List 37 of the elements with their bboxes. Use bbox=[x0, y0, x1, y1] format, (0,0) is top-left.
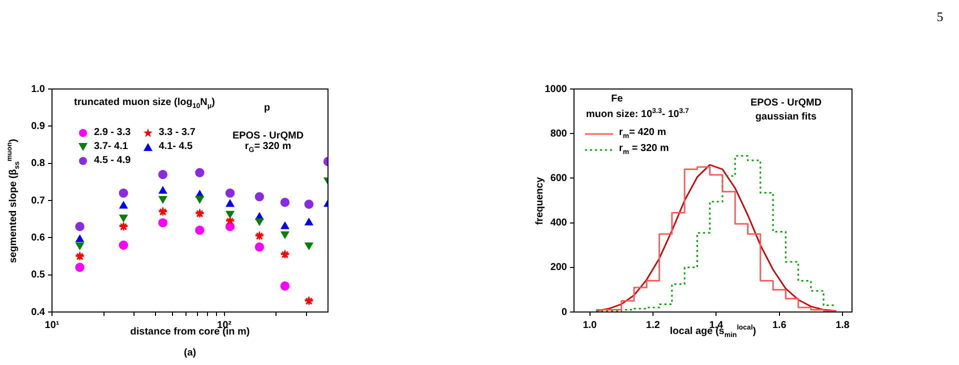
annotation: p bbox=[264, 102, 270, 114]
legend-label: r$_{m}$ = 320 m bbox=[619, 143, 669, 156]
y-tick-label: 0.6 bbox=[31, 232, 46, 244]
y-tick-label: 800 bbox=[550, 128, 568, 140]
annotation: Fe bbox=[611, 94, 623, 104]
y-tick-label: 400 bbox=[550, 218, 568, 229]
y-tick-label: 0.4 bbox=[31, 306, 46, 318]
legend-label: r$_{m}$= 420 m bbox=[619, 127, 666, 140]
y-tick-label: 1000 bbox=[544, 84, 568, 95]
y-axis-title: frequency bbox=[534, 176, 546, 224]
annotation: r$_{G}$= 320 m bbox=[244, 141, 292, 155]
text: 5 bbox=[936, 9, 944, 25]
annotation: EPOS - UrQMD bbox=[750, 98, 822, 108]
annotation: gaussian fits bbox=[755, 112, 817, 122]
y-tick-label: 200 bbox=[550, 262, 568, 274]
x-axis-title: distance from core (in m) bbox=[130, 326, 250, 338]
y-tick-label: 0 bbox=[561, 306, 568, 318]
x-tick-label: 1.8 bbox=[836, 320, 850, 331]
x-tick-label: 1.2 bbox=[646, 320, 660, 331]
legend-label: 4.5 - 4.9 bbox=[94, 155, 131, 166]
legend-title: truncated muon size (log$_{10}$N$_{μ}$) bbox=[74, 97, 216, 111]
y-tick-label: 1.0 bbox=[31, 84, 46, 95]
legend-label: 3.3 - 3.7 bbox=[158, 127, 196, 138]
y-tick-label: 0.8 bbox=[31, 158, 46, 170]
x-tick-label: 10¹ bbox=[44, 320, 60, 331]
y-tick-label: 0.9 bbox=[31, 120, 46, 132]
legend-label: 3.7- 4.1 bbox=[94, 141, 128, 152]
x-tick-label: 1.0 bbox=[582, 320, 598, 331]
text: (a) bbox=[184, 348, 196, 358]
x-tick-label: 1.6 bbox=[772, 320, 787, 331]
annotation: muon size: 10$^{3.3}$- 10$^{3.7}$ bbox=[586, 108, 689, 120]
legend-label: 2.9 - 3.3 bbox=[94, 127, 131, 138]
annotation: EPOS - UrQMD bbox=[232, 130, 304, 142]
y-tick-label: 0.7 bbox=[31, 195, 46, 206]
y-tick-label: 600 bbox=[550, 172, 568, 184]
legend-label: 4.1- 4.5 bbox=[158, 141, 193, 152]
y-tick-label: 0.5 bbox=[31, 270, 46, 281]
